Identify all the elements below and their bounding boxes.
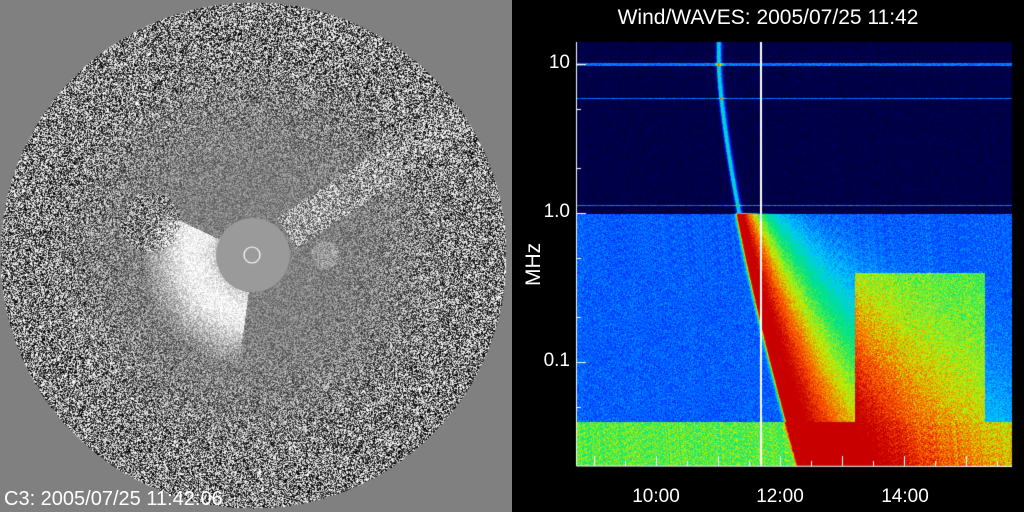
y-axis-label: MHz <box>522 242 545 286</box>
lasco-c3-panel: C3: 2005/07/25 11:42:06 <box>0 0 512 512</box>
y-tick-0.1: 0.1 <box>543 350 570 371</box>
x-tick-1400: 14:00 <box>881 486 929 507</box>
c3-timestamp-label: C3: 2005/07/25 11:42:06 <box>4 488 223 510</box>
spectrogram-title: Wind/WAVES: 2005/07/25 11:42 <box>617 6 919 29</box>
y-tick-10: 10 <box>548 52 570 73</box>
y-tick-1: 1.0 <box>543 201 570 222</box>
wind-waves-panel: Wind/WAVES: 2005/07/25 11:42 MHz 10 1.0 … <box>512 0 1024 512</box>
dynamic-spectrum-plot <box>512 0 1024 512</box>
x-tick-1200: 12:00 <box>756 486 804 507</box>
coronagraph-image <box>0 0 512 512</box>
x-tick-1000: 10:00 <box>632 486 680 507</box>
